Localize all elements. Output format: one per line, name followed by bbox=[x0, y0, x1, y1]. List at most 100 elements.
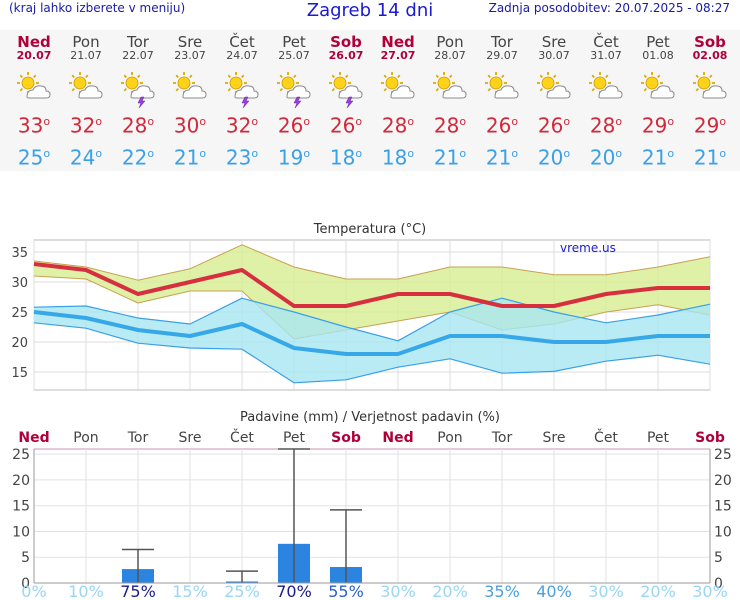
precip-tick-label-right: 25 bbox=[714, 447, 732, 463]
max-temp: 26o bbox=[537, 113, 571, 138]
temperature-chart-title: Temperatura (°C) bbox=[313, 222, 426, 237]
sun-cloud-storm-icon bbox=[216, 70, 268, 109]
max-temp: 29o bbox=[641, 113, 675, 138]
day-date: 24.07 bbox=[226, 49, 258, 62]
day-column: Čet 24.07 32o 23o bbox=[216, 30, 268, 169]
min-temp: 18o bbox=[329, 145, 363, 170]
day-date: 30.07 bbox=[538, 49, 570, 62]
min-temperature-line bbox=[33, 310, 710, 356]
min-temp: 21o bbox=[485, 145, 519, 170]
day-date: 01.08 bbox=[642, 49, 674, 62]
max-temp: 32o bbox=[225, 113, 259, 138]
max-temp: 26o bbox=[485, 113, 519, 138]
sun-cloud-icon bbox=[60, 70, 112, 104]
sun-cloud-icon bbox=[476, 70, 528, 104]
temperature-tick-label: 30 bbox=[11, 276, 28, 291]
precip-probability: 0% bbox=[21, 582, 46, 600]
max-band-upper-edge bbox=[33, 244, 711, 281]
day-name: Pon bbox=[436, 33, 464, 51]
sun-cloud-storm-icon bbox=[112, 70, 164, 109]
max-band-lower-edge bbox=[33, 275, 711, 340]
min-temp: 21o bbox=[433, 145, 467, 170]
day-date: 23.07 bbox=[174, 49, 206, 62]
precip-tick-label-left: 15 bbox=[12, 499, 30, 515]
precip-day-label: Ned bbox=[382, 430, 413, 446]
precip-probability: 25% bbox=[224, 582, 260, 600]
watermark: vreme.us bbox=[560, 241, 616, 255]
max-temp: 28o bbox=[433, 113, 467, 138]
precip-tick-label-right: 0 bbox=[714, 576, 723, 592]
day-date: 31.07 bbox=[590, 49, 622, 62]
max-temp: 26o bbox=[277, 113, 311, 138]
min-temp: 18o bbox=[381, 145, 415, 170]
min-temp: 22o bbox=[121, 145, 155, 170]
precip-tick-label-left: 5 bbox=[21, 550, 30, 566]
max-temp: 26o bbox=[329, 113, 363, 138]
max-temp: 28o bbox=[589, 113, 623, 138]
day-column: Čet 31.07 28o 20o bbox=[580, 30, 632, 169]
precip-probability: 10% bbox=[68, 582, 104, 600]
day-date: 28.07 bbox=[434, 49, 466, 62]
max-temp: 33o bbox=[17, 113, 51, 138]
day-column: Pet 25.07 26o 19o bbox=[268, 30, 320, 169]
precip-probability: 30% bbox=[588, 582, 624, 600]
precip-probability: 75% bbox=[120, 582, 156, 600]
max-temp: 30o bbox=[173, 113, 207, 138]
day-name: Ned bbox=[381, 33, 415, 51]
precip-day-label: Sob bbox=[695, 430, 725, 446]
day-name: Ned bbox=[17, 33, 51, 51]
sun-cloud-icon bbox=[424, 70, 476, 104]
precip-day-label: Pet bbox=[647, 430, 670, 446]
precip-day-label: Tor bbox=[491, 430, 513, 446]
min-temp: 23o bbox=[225, 145, 259, 170]
precip-tick-label-right: 5 bbox=[714, 550, 723, 566]
day-date: 02.08 bbox=[692, 49, 728, 62]
day-date: 27.07 bbox=[380, 49, 416, 62]
precip-day-label: Sre bbox=[543, 430, 566, 446]
precip-probability: 35% bbox=[484, 582, 520, 600]
day-name: Tor bbox=[127, 33, 149, 51]
day-column: Pon 28.07 28o 21o bbox=[424, 30, 476, 169]
day-date: 26.07 bbox=[328, 49, 364, 62]
min-temp: 19o bbox=[277, 145, 311, 170]
day-name: Sre bbox=[541, 33, 567, 51]
precip-day-label: Pon bbox=[73, 430, 98, 446]
day-name: Pon bbox=[72, 33, 100, 51]
min-band-lower-edge bbox=[33, 322, 711, 384]
min-temp: 20o bbox=[589, 145, 623, 170]
min-temp: 20o bbox=[537, 145, 571, 170]
min-temp: 21o bbox=[173, 145, 207, 170]
precip-day-label: Pet bbox=[283, 430, 306, 446]
last-update: Zadnja posodobitev: 20.07.2025 - 08:27 bbox=[488, 1, 730, 15]
max-temp: 28o bbox=[381, 113, 415, 138]
precipitation-chart-title: Padavine (mm) / Verjetnost padavin (%) bbox=[240, 410, 500, 425]
sun-cloud-icon bbox=[684, 70, 736, 104]
precip-probability: 40% bbox=[536, 582, 572, 600]
day-column: Tor 22.07 28o 22o bbox=[112, 30, 164, 169]
precip-probability: 55% bbox=[328, 582, 364, 600]
sun-cloud-icon bbox=[580, 70, 632, 104]
day-date: 29.07 bbox=[486, 49, 518, 62]
max-temperature-line bbox=[33, 262, 710, 308]
day-name: Sre bbox=[177, 33, 203, 51]
min-temp: 25o bbox=[17, 145, 51, 170]
day-column: Pon 21.07 32o 24o bbox=[60, 30, 112, 169]
day-name: Pet bbox=[282, 33, 306, 51]
precip-probability: 20% bbox=[432, 582, 468, 600]
temperature-tick-label: 20 bbox=[11, 336, 28, 351]
day-column: Sob 02.08 29o 21o bbox=[684, 30, 736, 169]
day-column: Sre 23.07 30o 21o bbox=[164, 30, 216, 169]
min-band-upper-edge bbox=[33, 297, 711, 342]
day-name: Sob bbox=[330, 33, 362, 51]
location-hint[interactable]: (kraj lahko izberete v meniju) bbox=[9, 1, 186, 15]
day-date: 22.07 bbox=[122, 49, 154, 62]
page-title: Zagreb 14 dni bbox=[306, 0, 434, 21]
header: (kraj lahko izberete v meniju) Zagreb 14… bbox=[0, 0, 740, 22]
precip-tick-label-left: 10 bbox=[12, 524, 30, 540]
day-name: Pet bbox=[646, 33, 670, 51]
min-temp: 21o bbox=[693, 145, 727, 170]
min-temperature-band bbox=[34, 298, 710, 383]
precip-probability: 15% bbox=[172, 582, 208, 600]
min-temp: 21o bbox=[641, 145, 675, 170]
